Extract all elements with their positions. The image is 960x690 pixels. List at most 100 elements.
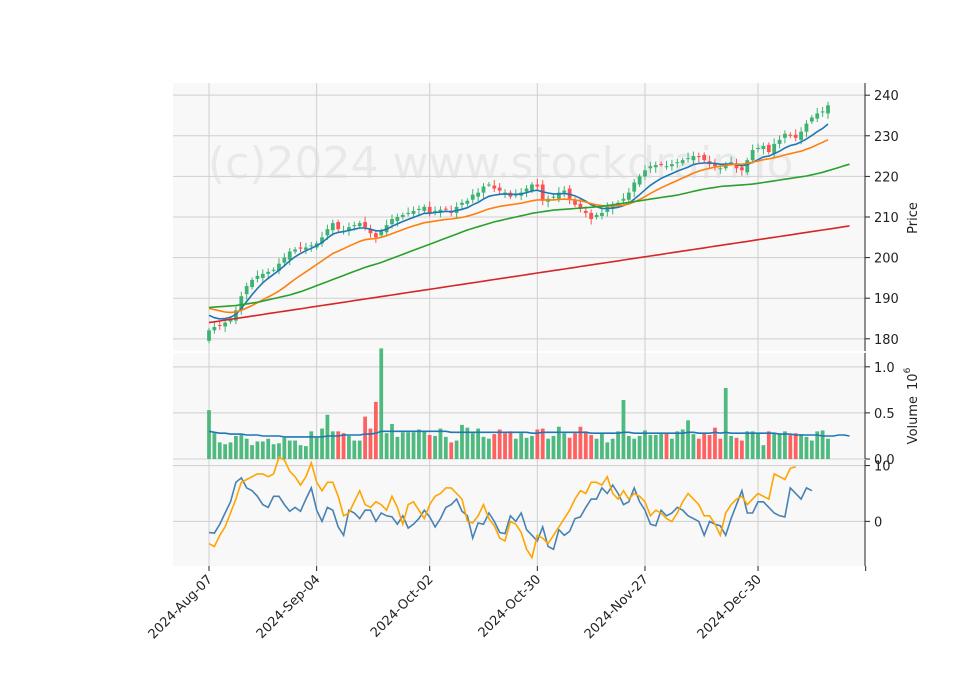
volume-bar [417, 429, 421, 459]
volume-bar [271, 444, 276, 459]
volume-bar [519, 433, 524, 459]
volume-bar [815, 431, 820, 459]
volume-bar [551, 435, 556, 459]
candle-body [723, 164, 728, 169]
candle-body [793, 134, 798, 138]
price-y-tick-label: 210 [874, 211, 899, 226]
candle-body [443, 208, 448, 210]
volume-axis-label: Volume [906, 396, 921, 444]
candle-body [373, 233, 378, 238]
candle-body [718, 168, 723, 170]
volume-bar [626, 435, 631, 459]
candle-body [750, 150, 755, 161]
volume-bar [820, 430, 825, 459]
candle-body [772, 143, 777, 155]
candle-body [427, 206, 432, 213]
candle-body [320, 237, 324, 244]
candle-body [207, 330, 211, 341]
candle-body [680, 160, 685, 164]
volume-bar [223, 444, 228, 459]
volume-bar [729, 435, 733, 459]
candle-body [605, 206, 610, 212]
volume-bar [621, 400, 626, 459]
candle-body [637, 176, 642, 185]
volume-bar [567, 437, 572, 459]
volume-panel-background [173, 353, 865, 459]
volume-bar [670, 438, 674, 459]
candle-body [293, 249, 298, 252]
candle-body [788, 134, 793, 136]
volume-bar [702, 433, 707, 459]
candle-body [487, 184, 491, 186]
volume-bar [330, 431, 335, 459]
volume-bar [632, 438, 637, 459]
volume-bar [530, 435, 534, 459]
volume-bar [556, 426, 561, 459]
candle-body [540, 184, 545, 201]
volume-bar [395, 436, 400, 459]
candle-body [777, 139, 782, 144]
candle-body [589, 212, 594, 220]
volume-bar [616, 431, 620, 459]
volume-bar [809, 440, 814, 459]
candle-body [492, 185, 497, 189]
candle-body [368, 229, 373, 234]
candle-body [411, 210, 416, 214]
volume-bar [492, 434, 497, 459]
price-y-tick-label: 180 [874, 333, 899, 348]
candle-body [562, 190, 567, 193]
candle-body [336, 222, 341, 230]
volume-bar [250, 445, 254, 459]
volume-bar [761, 445, 766, 459]
volume-bar [546, 438, 550, 459]
candle-body [535, 184, 540, 187]
volume-axis-unit-power: 6 [903, 367, 913, 373]
x-tick-label: 2024-Oct-02 [368, 572, 436, 640]
candle-body [600, 212, 604, 216]
candle-body [804, 123, 809, 132]
volume-bar [600, 433, 604, 459]
candle-body [481, 186, 486, 193]
volume-bar [756, 433, 760, 459]
volume-bar [293, 440, 298, 459]
volume-bar [578, 426, 583, 459]
oscillator-y-tick-label: 0 [874, 515, 882, 530]
volume-bar [691, 434, 696, 459]
volume-bar [255, 441, 260, 459]
volume-bar [804, 436, 809, 459]
volume-bar [217, 442, 222, 459]
volume-bar [390, 423, 394, 459]
volume-bar [723, 388, 728, 459]
candle-body [610, 204, 615, 209]
candle-body [820, 111, 825, 113]
volume-y-tick-label: 0.5 [874, 407, 895, 422]
candle-body [271, 269, 276, 271]
volume-bar [481, 436, 486, 459]
candle-body [470, 194, 475, 200]
volume-bar [793, 433, 798, 459]
volume-bar [400, 432, 405, 459]
candle-body [390, 219, 394, 225]
volume-bar [314, 437, 319, 459]
volume-bar [648, 435, 653, 459]
volume-bar [298, 445, 303, 459]
candle-body [260, 273, 265, 278]
volume-axis-unit: 10 [906, 373, 921, 390]
volume-bar [540, 428, 545, 459]
candle-body [277, 263, 281, 271]
candle-body [476, 192, 481, 197]
volume-bar [680, 429, 685, 459]
volume-bar [325, 414, 330, 459]
volume-bar [653, 435, 658, 459]
moving-average-line [208, 123, 829, 320]
candle-body [438, 209, 443, 212]
volume-bar [470, 433, 475, 459]
price-y-tick-label: 190 [874, 292, 899, 307]
volume-bar [513, 438, 518, 459]
candle-body [756, 147, 760, 149]
price-y-tick-label: 220 [874, 170, 899, 185]
volume-bar [605, 442, 610, 459]
oscillator-plot [208, 456, 813, 560]
candle-body [255, 275, 260, 279]
volume-bar [535, 429, 540, 459]
